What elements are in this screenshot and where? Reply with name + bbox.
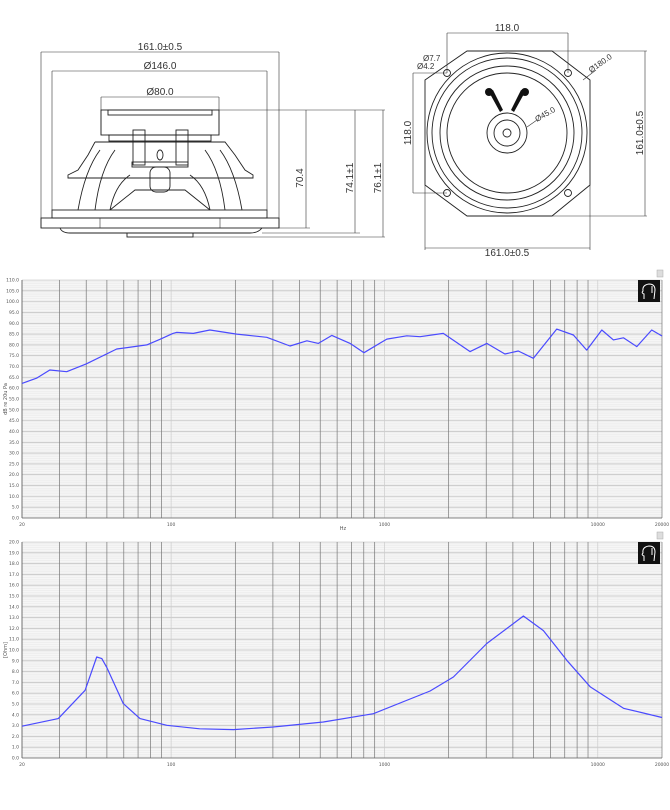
- x-tick-label: 20000: [655, 522, 669, 528]
- y-tick-label: 16.0: [9, 583, 19, 589]
- y-tick-label: 1.0: [12, 745, 19, 751]
- y-tick-label: 10.0: [9, 648, 19, 654]
- x-tick-label: 10000: [591, 762, 605, 768]
- head-logo-outline: [641, 545, 656, 562]
- x-axis-label: Hz: [340, 526, 347, 532]
- head-logo-icon: [638, 280, 660, 302]
- head-logo-bg: [638, 542, 660, 564]
- chart-option-button[interactable]: [656, 269, 664, 278]
- frequency-response-chart: 0.0 5.0 10.0 15.0 20.0 25.0 30.0 35.0 40.0 45.0 50…: [3, 269, 669, 532]
- x-tick-label: 1000: [379, 762, 391, 768]
- y-tick-label: 19.0: [9, 550, 19, 556]
- head-logo-outline: [641, 283, 656, 300]
- y-tick-label: 95.0: [9, 310, 19, 316]
- y-tick-label: 7.0: [12, 680, 19, 686]
- y-tick-label: 80.0: [9, 342, 19, 348]
- y-tick-label: 20.0: [9, 472, 19, 478]
- side-view-drawing: 161.0±0.5 Ø146.0 Ø80.0 70.4 74.1±1 76.1±…: [40, 42, 385, 238]
- x-tick-label: 100: [167, 522, 176, 528]
- y-tick-label: 17.0: [9, 572, 19, 578]
- overall-width-dim: 161.0±0.5: [138, 42, 183, 53]
- y-tick-label: 13.0: [9, 615, 19, 621]
- hole-inner-dim: Ø4.2: [417, 62, 435, 71]
- height-dim: 161.0±0.5: [635, 110, 646, 155]
- y-tick-label: 70.0: [9, 364, 19, 370]
- y-tick-label: 100.0: [6, 299, 19, 305]
- y-tick-label: 4.0: [12, 712, 19, 718]
- depth-70-dim: 70.4: [295, 168, 306, 188]
- y-tick-label: 10.0: [9, 494, 19, 500]
- y-tick-label: 45.0: [9, 418, 19, 424]
- y-tick-label: 12.0: [9, 626, 19, 632]
- y-tick-label: 15.0: [9, 594, 19, 600]
- y-tick-label: 20.0: [9, 540, 19, 546]
- y-tick-label: 40.0: [9, 429, 19, 435]
- series-line: [21, 328, 663, 384]
- y-tick-label: 25.0: [9, 461, 19, 467]
- y-tick-label: 5.0: [12, 702, 19, 708]
- y-tick-label: 75.0: [9, 353, 19, 359]
- frame-diameter-dim: Ø146.0: [144, 61, 177, 72]
- y-tick-label: 2.0: [12, 734, 19, 740]
- head-logo-bg: [638, 280, 660, 302]
- y-tick-label: 18.0: [9, 561, 19, 567]
- y-tick-label: 60.0: [9, 386, 19, 392]
- y-tick-label: 8.0: [12, 669, 19, 675]
- y-tick-label: 9.0: [12, 658, 19, 664]
- y-tick-label: 14.0: [9, 604, 19, 610]
- y-tick-label: 35.0: [9, 440, 19, 446]
- y-tick-label: 11.0: [9, 637, 19, 643]
- depth-74-dim: 74.1±1: [345, 162, 356, 193]
- y-tick-label: 0.0: [12, 516, 19, 522]
- y-tick-label: 55.0: [9, 397, 19, 403]
- speaker-drawings: 161.0±0.5 Ø146.0 Ø80.0 70.4 74.1±1 76.1±…: [40, 23, 647, 259]
- y-axis-label: [Ohm]: [3, 642, 9, 658]
- x-tick-label: 1000: [379, 522, 391, 528]
- hole-spacing-v-dim: 118.0: [403, 120, 414, 145]
- cone-diameter-dim: Ø180.0: [587, 52, 614, 75]
- y-tick-label: 110.0: [6, 278, 19, 284]
- x-tick-label: 20: [19, 522, 25, 528]
- front-view-drawing: 118.0 118.0 Ø7.7 Ø4.2 Ø180.0 Ø45.0 161.0…: [403, 23, 647, 259]
- width-dim: 161.0±0.5: [485, 248, 530, 259]
- y-tick-label: 30.0: [9, 451, 19, 457]
- depth-76-dim: 76.1±1: [373, 162, 384, 193]
- y-tick-label: 85.0: [9, 332, 19, 338]
- y-tick-label: 5.0: [12, 505, 19, 511]
- x-tick-label: 100: [167, 762, 176, 768]
- x-tick-label: 20000: [655, 762, 669, 768]
- y-tick-label: 6.0: [12, 691, 19, 697]
- hole-outer-dim: Ø7.7: [423, 54, 441, 63]
- chart-option-button[interactable]: [656, 531, 664, 540]
- dustcap-diameter-dim: Ø45.0: [534, 105, 558, 124]
- magnet-diameter-dim: Ø80.0: [146, 87, 174, 98]
- x-tick-label: 10000: [591, 522, 605, 528]
- impedance-chart: 0.0 1.0 2.0 3.0 4.0 5.0 6.0 7.0 8.0 9.0 10.0 11.0 12…: [3, 531, 669, 768]
- y-tick-label: 90.0: [9, 321, 19, 327]
- x-tick-label: 20: [19, 762, 25, 768]
- y-tick-label: 65.0: [9, 375, 19, 381]
- hole-spacing-h-dim: 118.0: [495, 23, 520, 34]
- head-logo-icon: [638, 542, 660, 564]
- y-tick-label: 0.0: [12, 756, 19, 762]
- y-tick-label: 15.0: [9, 483, 19, 489]
- y-axis-label: dB re 20u Pa: [3, 383, 9, 415]
- y-tick-label: 105.0: [6, 288, 19, 294]
- y-tick-label: 50.0: [9, 407, 19, 413]
- y-tick-label: 3.0: [12, 723, 19, 729]
